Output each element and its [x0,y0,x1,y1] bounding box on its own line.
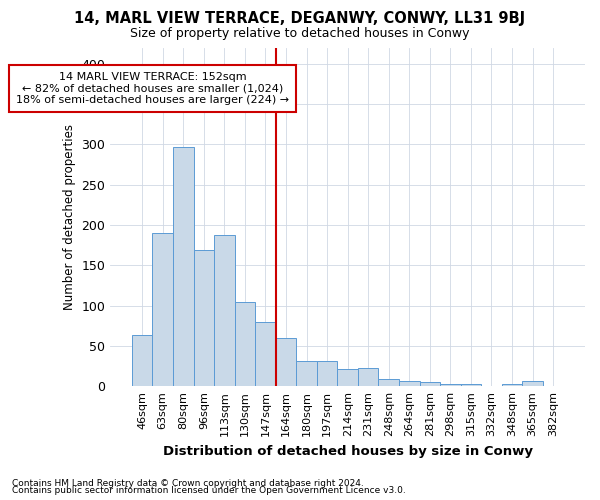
Y-axis label: Number of detached properties: Number of detached properties [63,124,76,310]
Bar [132,336,152,386]
Text: Contains HM Land Registry data © Crown copyright and database right 2024.: Contains HM Land Registry data © Crown c… [12,478,364,488]
Text: Contains public sector information licensed under the Open Government Licence v3: Contains public sector information licen… [12,486,406,495]
Bar [358,368,379,386]
Text: Size of property relative to detached houses in Conwy: Size of property relative to detached ho… [130,28,470,40]
Bar [440,384,461,386]
Bar [276,338,296,386]
Bar [173,148,194,386]
Bar [379,379,399,386]
Bar [194,250,214,386]
Bar [502,384,523,386]
Bar [419,382,440,386]
Bar [235,302,255,386]
Bar [337,369,358,386]
Bar [461,384,481,386]
Bar [255,322,276,386]
Bar [317,361,337,386]
Bar [214,234,235,386]
Text: 14, MARL VIEW TERRACE, DEGANWY, CONWY, LL31 9BJ: 14, MARL VIEW TERRACE, DEGANWY, CONWY, L… [74,11,526,26]
Bar [523,380,543,386]
Bar [152,233,173,386]
X-axis label: Distribution of detached houses by size in Conwy: Distribution of detached houses by size … [163,444,533,458]
Bar [399,380,419,386]
Text: 14 MARL VIEW TERRACE: 152sqm
← 82% of detached houses are smaller (1,024)
18% of: 14 MARL VIEW TERRACE: 152sqm ← 82% of de… [16,72,289,105]
Bar [296,361,317,386]
